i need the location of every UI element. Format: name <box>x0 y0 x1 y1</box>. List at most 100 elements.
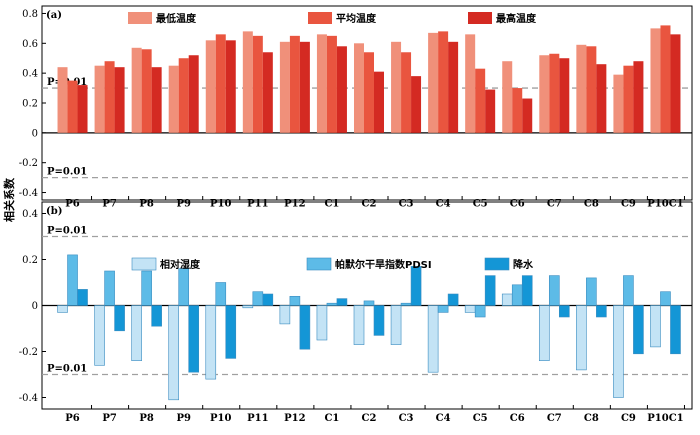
category-label: C9 <box>621 413 636 424</box>
bar <box>464 305 476 313</box>
bar <box>559 58 570 133</box>
bar <box>188 305 200 373</box>
category-label: C4 <box>436 413 451 424</box>
category-label: P10 <box>210 413 231 424</box>
category-label: C1 <box>324 199 339 210</box>
category-label: P7 <box>102 199 117 210</box>
category-label: C8 <box>584 413 599 424</box>
bar <box>141 49 152 133</box>
bar <box>391 41 402 133</box>
bar <box>411 76 422 133</box>
bar <box>374 71 384 133</box>
bar <box>485 89 496 133</box>
bar <box>650 305 661 348</box>
significance-label: P=0.01 <box>47 226 87 237</box>
panel-b: 0.40.20-0.2-0.4P=0.01P=0.01(b)P6 P7 P8 P9 P1… <box>19 201 693 424</box>
category-label: C9 <box>621 199 636 210</box>
bar <box>178 268 190 306</box>
legend-swatch <box>128 12 152 24</box>
category-label: P11 <box>247 199 268 210</box>
bar <box>670 34 681 133</box>
bar <box>279 305 291 325</box>
category-label: P10C1 <box>647 199 683 210</box>
bar <box>141 270 152 306</box>
bar <box>67 80 78 133</box>
category-label: C6 <box>510 199 525 210</box>
category-label: P6 <box>65 199 80 210</box>
bar <box>401 52 412 133</box>
category-label: P6 <box>65 413 80 424</box>
y-tick-label: 0.8 <box>22 9 38 20</box>
bar <box>279 41 290 133</box>
bar <box>114 67 125 133</box>
bar <box>428 32 439 133</box>
bar <box>660 291 671 306</box>
bar <box>225 40 236 133</box>
bar <box>512 88 523 133</box>
category-label: C5 <box>473 413 488 424</box>
legend-swatch <box>468 12 492 24</box>
bar <box>215 282 227 306</box>
bar <box>94 65 105 133</box>
bar <box>558 305 570 318</box>
legend-swatch <box>484 257 510 271</box>
y-tick-label: 0 <box>32 128 38 139</box>
category-label: P11 <box>247 413 268 424</box>
bar <box>94 305 105 366</box>
bar <box>548 275 560 306</box>
bar <box>474 305 486 318</box>
bar <box>289 295 301 306</box>
category-label: C7 <box>547 413 562 424</box>
category-label: C3 <box>399 199 414 210</box>
bar <box>623 275 634 306</box>
y-tick-label: -0.4 <box>19 188 38 199</box>
bar <box>670 305 681 355</box>
bar <box>252 35 263 133</box>
bar <box>586 46 597 133</box>
bar <box>410 266 422 306</box>
y-tick-label: 0.2 <box>22 255 38 266</box>
bar <box>438 31 449 133</box>
y-tick-label: -0.2 <box>19 347 38 358</box>
legend-label: 平均温度 <box>336 12 377 25</box>
bar <box>633 61 644 133</box>
bar <box>316 34 327 133</box>
bar <box>77 85 88 133</box>
bar <box>437 305 449 313</box>
bar <box>77 289 88 306</box>
bar <box>613 74 624 133</box>
bar <box>299 305 311 350</box>
bar <box>242 31 253 133</box>
category-label: P10 <box>210 199 231 210</box>
bar <box>660 25 671 133</box>
bar <box>586 277 597 306</box>
bar <box>289 35 300 133</box>
bar <box>242 305 254 309</box>
bar <box>623 65 634 133</box>
bar <box>511 284 523 306</box>
bar <box>316 305 328 341</box>
legend-swatch <box>306 257 332 271</box>
bar <box>596 305 607 318</box>
panel-label: (a) <box>46 10 62 21</box>
category-label: P9 <box>176 413 191 424</box>
category-label: C2 <box>362 199 377 210</box>
category-label: P7 <box>102 413 117 424</box>
category-label: P9 <box>176 199 191 210</box>
category-label: C3 <box>399 413 414 424</box>
bar <box>501 293 513 306</box>
bar <box>390 305 402 345</box>
bar <box>475 68 486 133</box>
legend-label: 帕默尔干旱指数PDSI <box>335 258 432 271</box>
bar <box>205 305 217 380</box>
bar <box>326 302 338 306</box>
bar <box>262 52 273 133</box>
legend-label: 相对湿度 <box>160 258 201 271</box>
bar <box>448 41 459 133</box>
y-tick-label: 0 <box>32 301 38 312</box>
bar <box>336 298 348 306</box>
bar <box>522 98 533 133</box>
bar <box>484 275 496 306</box>
bar <box>151 305 162 327</box>
